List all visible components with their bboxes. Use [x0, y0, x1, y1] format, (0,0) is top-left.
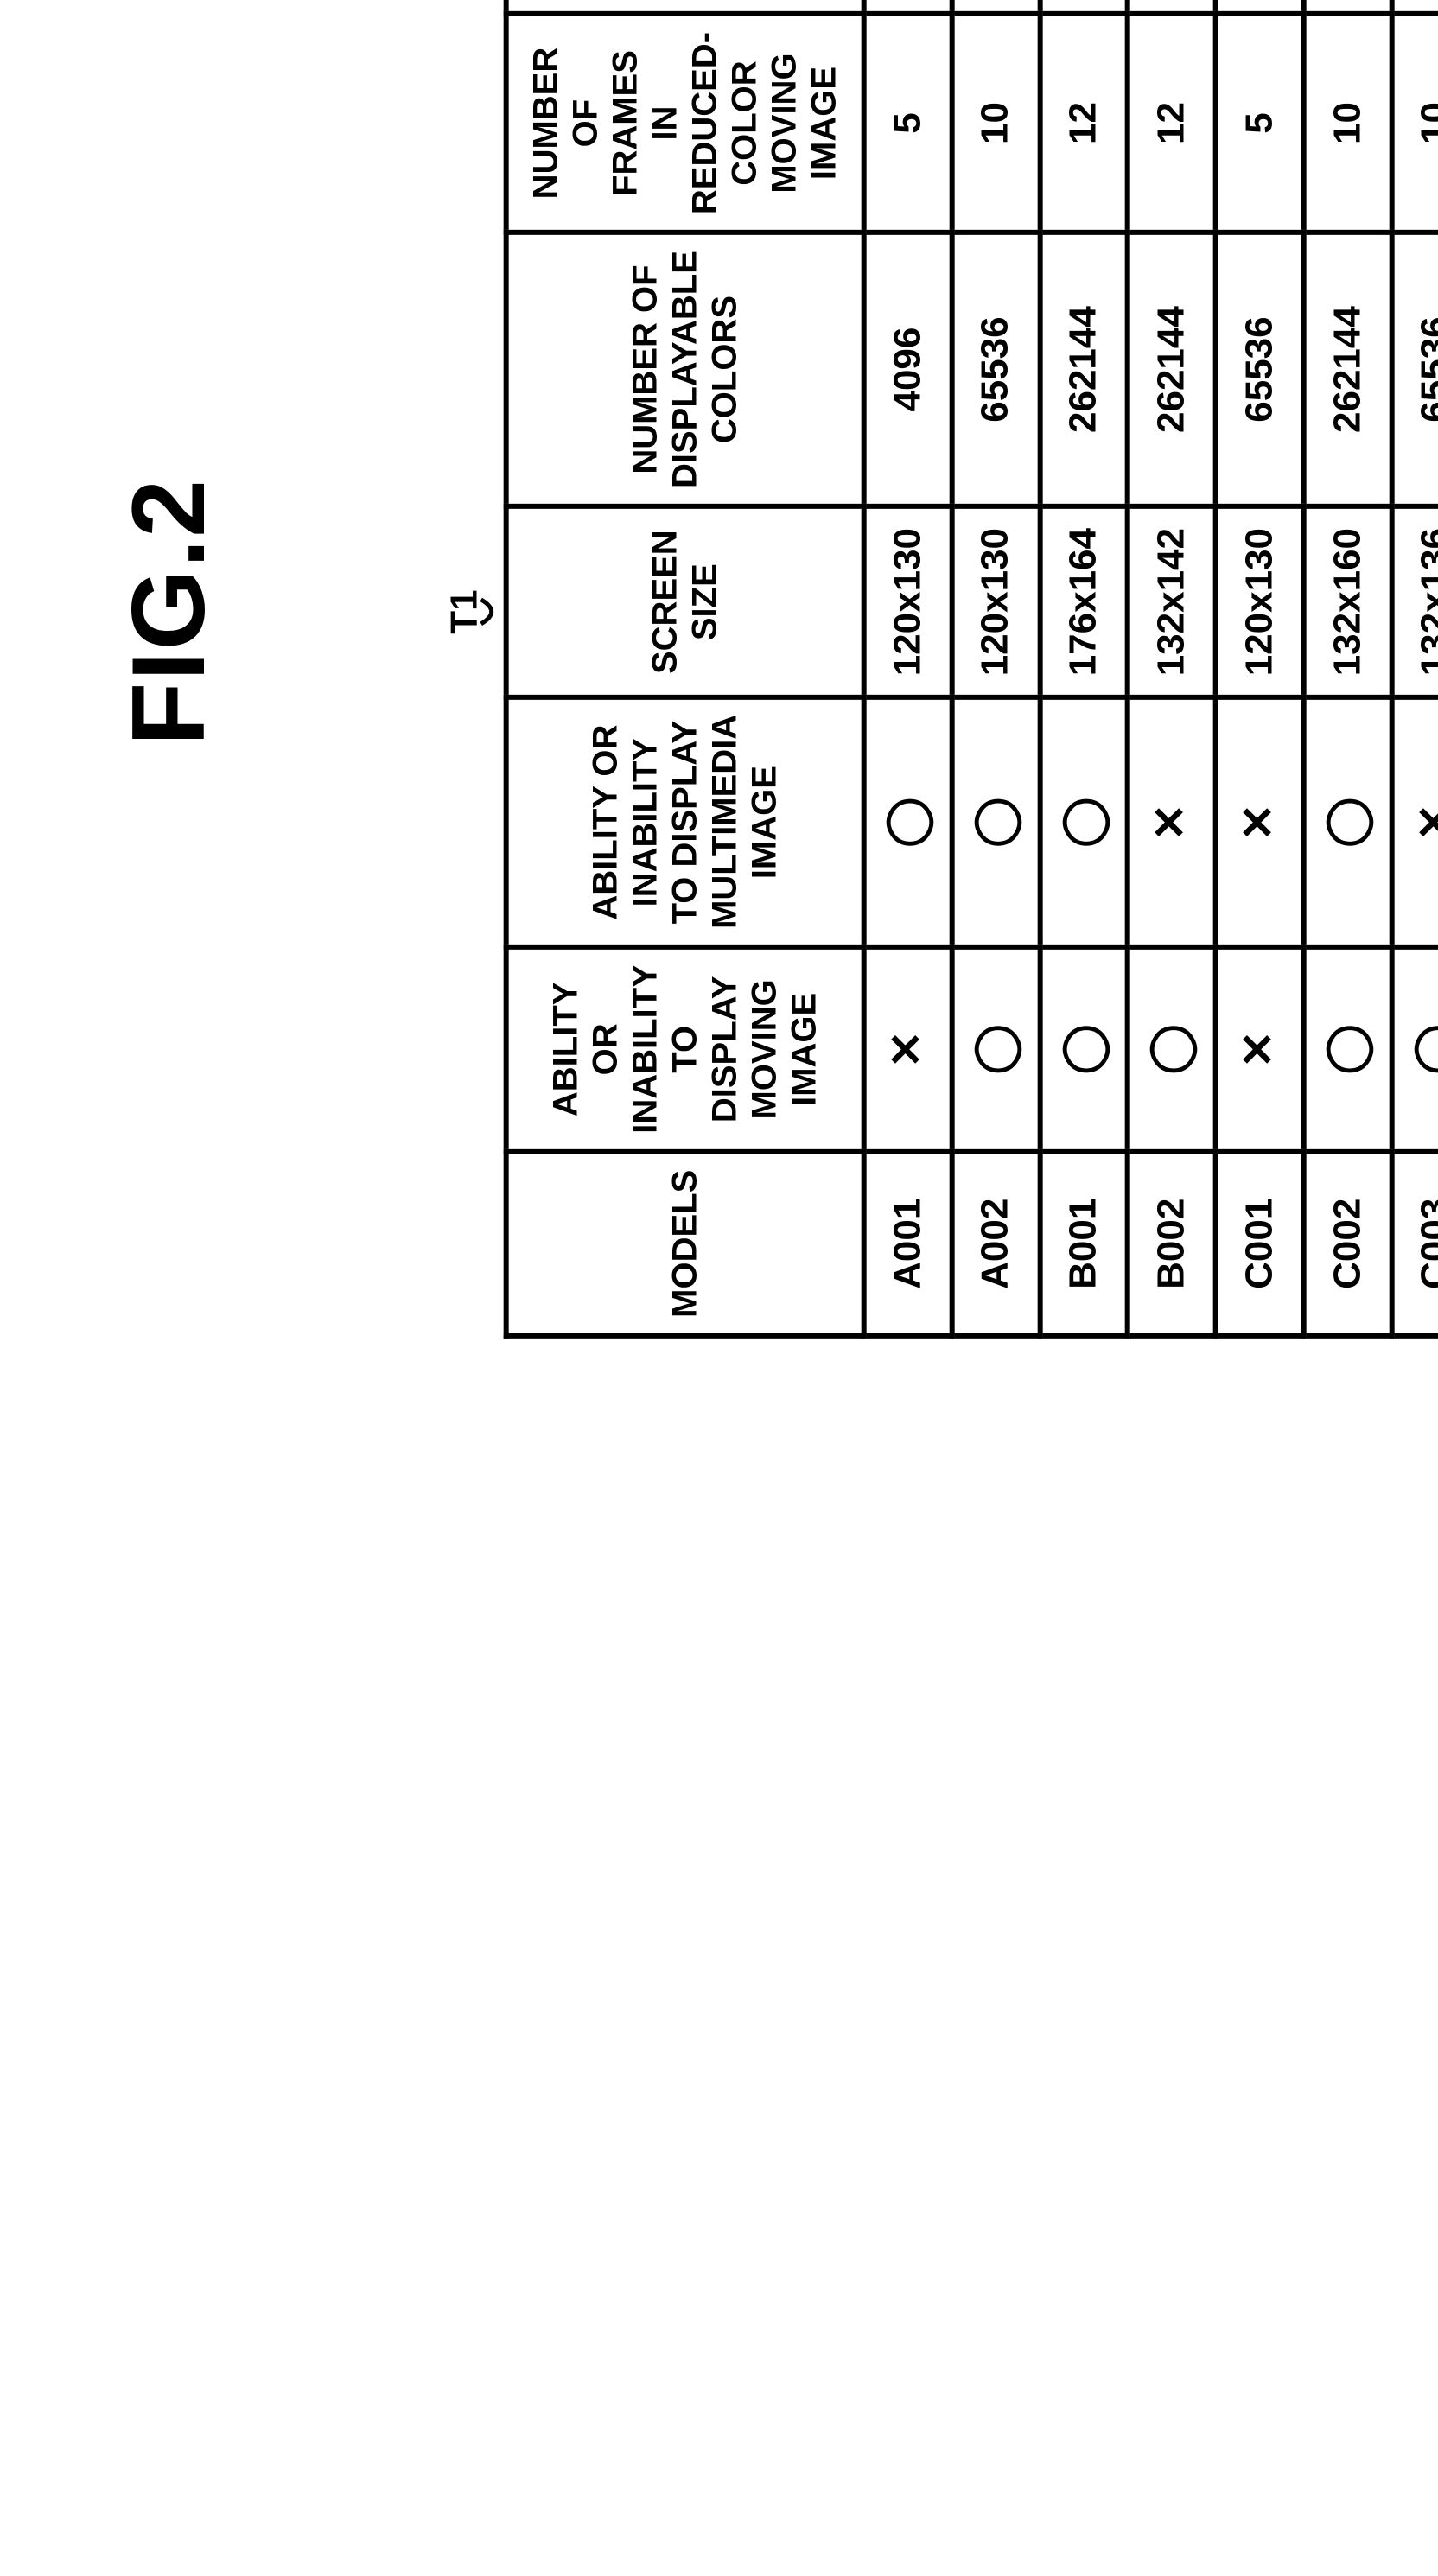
- cell-model: B002: [1128, 1152, 1216, 1336]
- cell-screen: 132x160: [1304, 506, 1392, 697]
- cell-datasize: 20: [1304, 0, 1392, 14]
- cell-datasize: 20: [952, 0, 1040, 14]
- cell-moving: ◯: [1128, 947, 1216, 1152]
- cell-multi: ✕: [1392, 697, 1438, 947]
- cell-colors: 65536: [952, 232, 1040, 506]
- cell-moving: ◯: [1304, 947, 1392, 1152]
- table-container: T1 MODELS ABILITY OR INABILITY TO DISPLA…: [504, 0, 1438, 1339]
- cell-frames: 5: [1216, 14, 1304, 232]
- col-header-datasize: DATA SIZE (KB): [506, 0, 864, 14]
- cell-frames: 5: [864, 14, 952, 232]
- cell-colors: 262144: [1040, 232, 1128, 506]
- cell-screen: 176x164: [1040, 506, 1128, 697]
- col-header-multimedia: ABILITY OR INABILITY TO DISPLAY MULTIMED…: [506, 697, 864, 947]
- cell-screen: 120x130: [864, 506, 952, 697]
- cell-moving: ✕: [1216, 947, 1304, 1152]
- table-row: A001✕◯120x1304096520: [864, 0, 952, 1336]
- cell-model: A002: [952, 1152, 1040, 1336]
- cell-datasize: 20: [1128, 0, 1216, 14]
- cell-datasize: 20: [1392, 0, 1438, 14]
- cell-screen: 120x130: [1216, 506, 1304, 697]
- table-row: A002◯◯120x130655361020: [952, 0, 1040, 1336]
- cell-datasize: 20: [864, 0, 952, 14]
- cell-model: C003: [1392, 1152, 1438, 1336]
- cell-model: C001: [1216, 1152, 1304, 1336]
- table-row: C003◯✕132x136655361020: [1392, 0, 1438, 1336]
- cell-colors: 262144: [1304, 232, 1392, 506]
- col-header-screen: SCREEN SIZE: [506, 506, 864, 697]
- col-header-models: MODELS: [506, 1152, 864, 1336]
- cell-model: A001: [864, 1152, 952, 1336]
- table-row: B001◯◯176x1642621441220: [1040, 0, 1128, 1336]
- cell-multi: ✕: [1128, 697, 1216, 947]
- col-header-frames: NUMBER OF FRAMES IN REDUCED-COLOR MOVING…: [506, 14, 864, 232]
- cell-colors: 262144: [1128, 232, 1216, 506]
- cell-moving: ◯: [1040, 947, 1128, 1152]
- cell-frames: 10: [1304, 14, 1392, 232]
- cell-multi: ✕: [1216, 697, 1304, 947]
- col-header-colors: NUMBER OF DISPLAYABLE COLORS: [506, 232, 864, 506]
- cell-frames: 12: [1040, 14, 1128, 232]
- figure-caption: FIG.2: [109, 478, 228, 746]
- cell-screen: 132x142: [1128, 506, 1216, 697]
- col-header-moving: ABILITY OR INABILITY TO DISPLAY MOVING I…: [506, 947, 864, 1152]
- cell-frames: 12: [1128, 14, 1216, 232]
- cell-datasize: 10: [1216, 0, 1304, 14]
- models-table: MODELS ABILITY OR INABILITY TO DISPLAY M…: [504, 0, 1438, 1339]
- cell-screen: 132x136: [1392, 506, 1438, 697]
- cell-screen: 120x130: [952, 506, 1040, 697]
- cell-moving: ✕: [864, 947, 952, 1152]
- cell-colors: 65536: [1392, 232, 1438, 506]
- table-row: C001✕✕120x13065536510: [1216, 0, 1304, 1336]
- table-row: C002◯◯132x1602621441020: [1304, 0, 1392, 1336]
- cell-multi: ◯: [1040, 697, 1128, 947]
- table-header-row: MODELS ABILITY OR INABILITY TO DISPLAY M…: [506, 0, 864, 1336]
- cell-moving: ◯: [952, 947, 1040, 1152]
- cell-moving: ◯: [1392, 947, 1438, 1152]
- cell-multi: ◯: [864, 697, 952, 947]
- cell-model: B001: [1040, 1152, 1128, 1336]
- table-label-tick-icon: [480, 595, 504, 629]
- cell-model: C002: [1304, 1152, 1392, 1336]
- table-body: A001✕◯120x1304096520A002◯◯120x1306553610…: [864, 0, 1438, 1336]
- cell-colors: 65536: [1216, 232, 1304, 506]
- cell-multi: ◯: [1304, 697, 1392, 947]
- table-row: B002◯✕132x1422621441220: [1128, 0, 1216, 1336]
- cell-frames: 10: [1392, 14, 1438, 232]
- cell-frames: 10: [952, 14, 1040, 232]
- cell-multi: ◯: [952, 697, 1040, 947]
- cell-colors: 4096: [864, 232, 952, 506]
- cell-datasize: 20: [1040, 0, 1128, 14]
